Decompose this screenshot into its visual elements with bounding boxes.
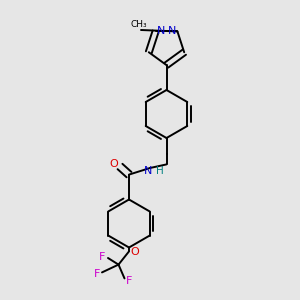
Text: H: H: [156, 166, 164, 176]
Text: O: O: [110, 159, 118, 169]
Text: F: F: [93, 269, 100, 279]
Text: N: N: [157, 26, 165, 36]
Text: N: N: [143, 166, 152, 176]
Text: N: N: [168, 26, 176, 36]
Text: O: O: [130, 247, 140, 257]
Text: F: F: [126, 276, 132, 286]
Text: F: F: [99, 251, 105, 262]
Text: CH₃: CH₃: [130, 20, 147, 29]
